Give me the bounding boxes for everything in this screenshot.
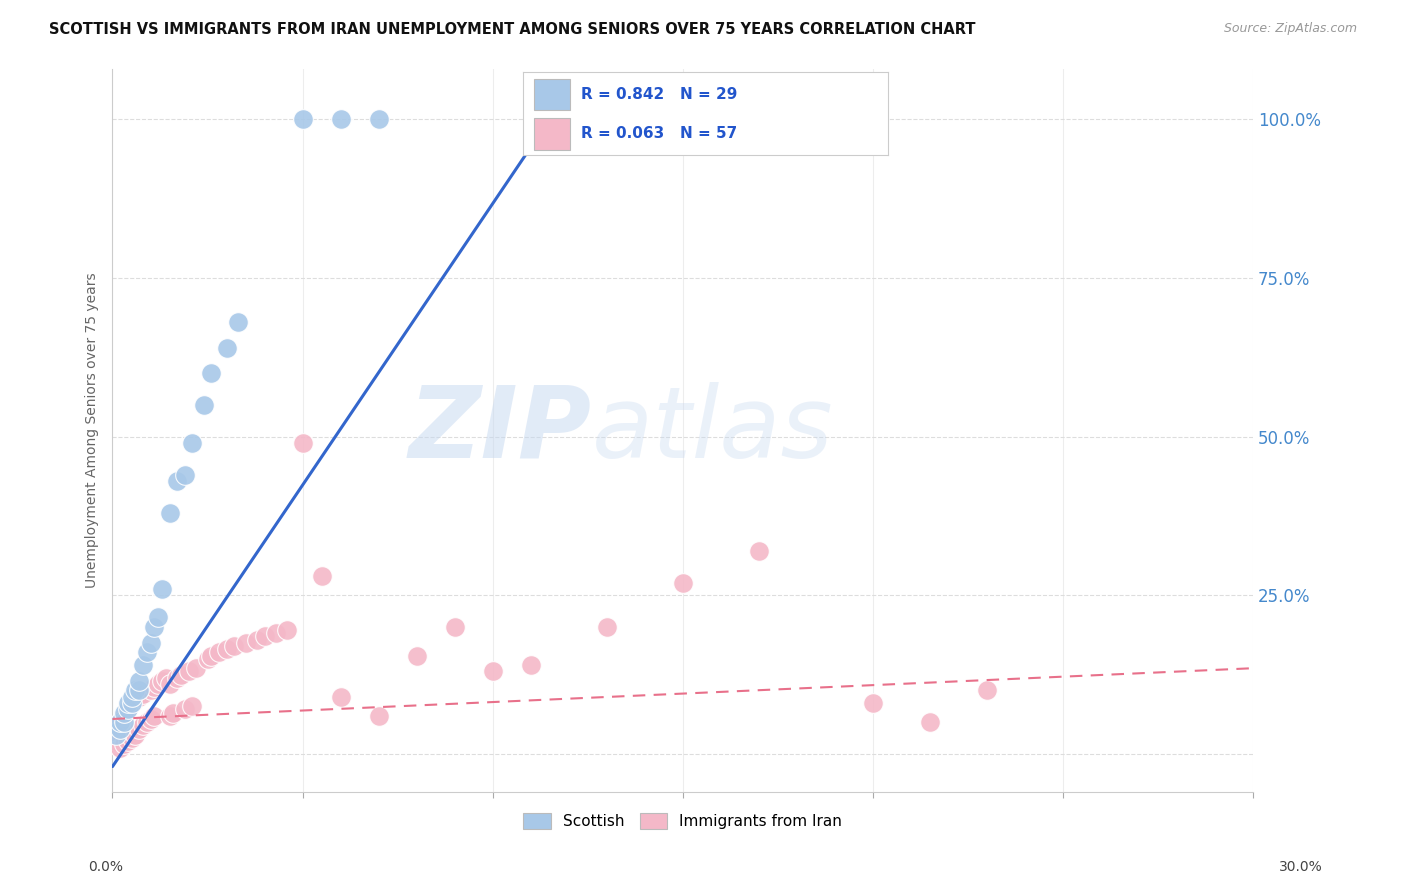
Point <box>177 665 200 679</box>
Point <box>159 677 181 691</box>
Point <box>132 658 155 673</box>
Point <box>291 112 314 127</box>
Point <box>121 696 143 710</box>
Point <box>105 728 128 742</box>
Point <box>181 699 204 714</box>
Point <box>112 737 135 751</box>
Point <box>146 677 169 691</box>
Point <box>139 683 162 698</box>
Point <box>918 715 941 730</box>
Text: ZIP: ZIP <box>408 382 592 479</box>
Point <box>150 582 173 596</box>
Point <box>139 636 162 650</box>
Point <box>124 693 146 707</box>
Point <box>135 645 157 659</box>
Point <box>143 708 166 723</box>
Text: 0.0%: 0.0% <box>89 860 122 874</box>
Point <box>291 436 314 450</box>
Point <box>276 623 298 637</box>
Point <box>748 544 770 558</box>
Point <box>246 632 269 647</box>
Point <box>329 112 352 127</box>
Point <box>200 648 222 663</box>
Point <box>155 671 177 685</box>
Point <box>117 702 139 716</box>
Point <box>121 731 143 745</box>
Point <box>519 658 541 673</box>
Point <box>443 620 465 634</box>
Text: Source: ZipAtlas.com: Source: ZipAtlas.com <box>1223 22 1357 36</box>
Point <box>117 696 139 710</box>
Point <box>108 715 131 730</box>
Legend: Scottish, Immigrants from Iran: Scottish, Immigrants from Iran <box>517 806 848 835</box>
Point <box>108 722 131 736</box>
Point <box>184 661 207 675</box>
Point <box>862 696 884 710</box>
Y-axis label: Unemployment Among Seniors over 75 years: Unemployment Among Seniors over 75 years <box>86 272 100 588</box>
Point <box>170 667 193 681</box>
Point <box>124 683 146 698</box>
Point <box>108 715 131 730</box>
Point <box>159 708 181 723</box>
Point <box>166 671 188 685</box>
Point <box>181 436 204 450</box>
Point <box>121 696 143 710</box>
Point <box>226 315 249 329</box>
Point <box>224 639 246 653</box>
Point <box>166 474 188 488</box>
Point <box>112 715 135 730</box>
Point <box>112 708 135 723</box>
Text: atlas: atlas <box>592 382 834 479</box>
Point <box>173 467 195 482</box>
Point <box>253 630 276 644</box>
Point <box>193 398 215 412</box>
Point <box>132 687 155 701</box>
Point <box>173 702 195 716</box>
Point <box>139 712 162 726</box>
Point <box>124 728 146 742</box>
Point <box>143 620 166 634</box>
Point <box>108 740 131 755</box>
Point <box>143 680 166 694</box>
Text: SCOTTISH VS IMMIGRANTS FROM IRAN UNEMPLOYMENT AMONG SENIORS OVER 75 YEARS CORREL: SCOTTISH VS IMMIGRANTS FROM IRAN UNEMPLO… <box>49 22 976 37</box>
Text: 30.0%: 30.0% <box>1278 860 1323 874</box>
Point <box>105 724 128 739</box>
Point <box>112 706 135 720</box>
Point <box>595 620 617 634</box>
Point <box>132 718 155 732</box>
Point <box>121 690 143 704</box>
Point <box>264 626 287 640</box>
Point <box>128 673 150 688</box>
Point <box>128 722 150 736</box>
Point <box>135 715 157 730</box>
Point <box>150 673 173 688</box>
Point <box>215 341 238 355</box>
Point <box>159 506 181 520</box>
Point <box>215 642 238 657</box>
Point <box>128 683 150 698</box>
Point <box>200 366 222 380</box>
Point <box>311 569 333 583</box>
Point <box>672 575 695 590</box>
Point <box>117 734 139 748</box>
Point <box>367 112 389 127</box>
Point <box>976 683 998 698</box>
Point <box>197 651 219 665</box>
Point <box>367 708 389 723</box>
Point <box>146 610 169 624</box>
Point <box>405 648 427 663</box>
Point <box>128 690 150 704</box>
Point <box>329 690 352 704</box>
Point <box>162 706 184 720</box>
Point <box>235 636 257 650</box>
Point <box>481 665 503 679</box>
Point <box>117 702 139 716</box>
Point <box>105 734 128 748</box>
Point <box>208 645 231 659</box>
